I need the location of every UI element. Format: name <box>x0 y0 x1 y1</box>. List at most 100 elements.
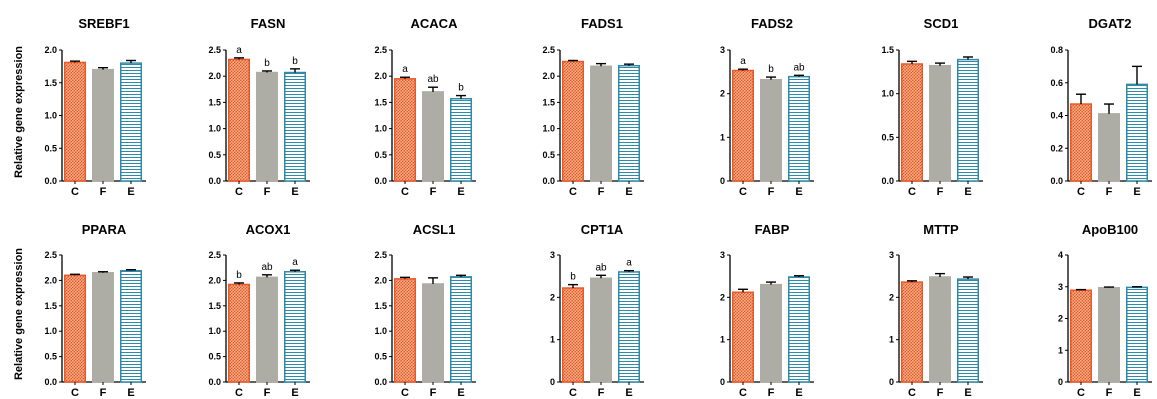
x-tick-label: F <box>768 387 775 399</box>
chart-panel: CPT1A 0 1 2 3 b Cab Fa E <box>550 222 644 399</box>
bar-C <box>562 287 584 383</box>
y-tick-label: 3 <box>720 45 725 55</box>
x-tick-label: F <box>1106 186 1113 198</box>
y-tick-label: 2.5 <box>44 250 57 260</box>
x-tick-label: F <box>598 387 605 399</box>
bar-E <box>120 62 142 182</box>
bar-E <box>957 58 979 182</box>
y-axis-label-row2: Relative gene expression <box>13 248 25 380</box>
y-tick-label: 0.0 <box>208 377 221 387</box>
y-tick-label: 2.0 <box>542 71 555 81</box>
y-tick-label: 2.5 <box>208 45 221 55</box>
y-tick-label: 1.5 <box>374 301 387 311</box>
y-tick-label: 2.0 <box>208 71 221 81</box>
bar-F <box>929 64 951 182</box>
bar-E <box>618 64 640 182</box>
bar-E <box>1126 286 1148 383</box>
bar-C <box>732 69 754 182</box>
y-tick-label: 1 <box>720 335 725 345</box>
chart-panel: PPARA 0.0 0.5 1.0 1.5 2.0 2.5 C F E <box>44 222 146 399</box>
chart-panel: FASN 0.0 0.5 1.0 1.5 2.0 2.5 a Cb Fb E <box>208 16 310 198</box>
chart-title: DGAT2 <box>1088 16 1131 31</box>
x-tick-label: F <box>768 186 775 198</box>
chart-panel: SREBF1 0.0 0.5 1.0 1.5 2.0 C F E <box>44 16 146 198</box>
x-tick-label: E <box>127 387 134 399</box>
x-tick-label: C <box>401 186 409 198</box>
bar-C <box>394 78 416 182</box>
chart-panel: SCD1 0.0 0.5 1.0 1.5 C F E <box>881 16 983 198</box>
y-tick-label: 0.0 <box>44 377 57 387</box>
y-tick-label: 0.5 <box>542 150 555 160</box>
x-tick-label: E <box>457 387 464 399</box>
x-tick-label: F <box>1106 387 1113 399</box>
significance-label: ab <box>427 74 439 85</box>
y-tick-label: 0.0 <box>374 377 387 387</box>
y-tick-label: 0.5 <box>881 132 894 142</box>
y-tick-label: 2 <box>550 292 555 302</box>
bar-C <box>901 281 923 383</box>
y-tick-label: 0.8 <box>1050 45 1063 55</box>
y-tick-label: 1.5 <box>208 301 221 311</box>
bar-C <box>228 283 250 383</box>
x-tick-label: C <box>1077 186 1085 198</box>
x-tick-label: F <box>430 186 437 198</box>
bar-E <box>450 97 472 182</box>
x-tick-label: E <box>964 186 971 198</box>
y-tick-label: 2.5 <box>208 250 221 260</box>
y-tick-label: 1.5 <box>208 97 221 107</box>
x-tick-label: F <box>264 387 271 399</box>
bar-F <box>256 71 278 182</box>
y-tick-label: 1 <box>889 335 894 345</box>
significance-label: ab <box>595 262 607 273</box>
chart-title: FASN <box>251 16 286 31</box>
chart-title: ACACA <box>411 16 459 31</box>
y-tick-label: 1 <box>550 335 555 345</box>
significance-label: b <box>292 56 298 67</box>
x-tick-label: C <box>71 186 79 198</box>
significance-label: ab <box>261 262 273 273</box>
x-tick-label: C <box>739 186 747 198</box>
chart-panel: FABP 0 1 2 3 C F E <box>720 222 814 399</box>
bar-C <box>228 58 250 182</box>
bar-C <box>562 60 584 182</box>
y-tick-label: 1.5 <box>374 97 387 107</box>
chart-title: SCD1 <box>924 16 959 31</box>
bar-F <box>92 272 114 383</box>
y-tick-label: 0.5 <box>44 352 57 362</box>
bar-F <box>760 78 782 182</box>
bar-C <box>901 63 923 182</box>
y-tick-label: 1.0 <box>44 326 57 336</box>
significance-label: b <box>458 83 464 94</box>
y-tick-label: 0.0 <box>374 176 387 186</box>
y-tick-label: 3 <box>889 250 894 260</box>
bar-F <box>590 277 612 383</box>
x-tick-label: F <box>937 186 944 198</box>
y-tick-label: 1 <box>720 132 725 142</box>
significance-label: a <box>626 258 632 269</box>
bar-E <box>284 271 306 383</box>
y-tick-label: 0.5 <box>208 352 221 362</box>
x-tick-label: E <box>1133 387 1140 399</box>
significance-label: a <box>292 257 298 268</box>
chart-panel: FADS2 0 1 2 3 a Cb Fab E <box>720 16 814 198</box>
x-tick-label: F <box>598 186 605 198</box>
y-tick-label: 0.0 <box>44 176 57 186</box>
y-tick-label: 0.6 <box>1050 78 1063 88</box>
x-tick-label: E <box>625 387 632 399</box>
bar-E <box>618 271 640 383</box>
bar-C <box>64 274 86 383</box>
significance-label: b <box>570 272 576 283</box>
y-tick-label: 1.0 <box>374 124 387 134</box>
x-tick-label: C <box>739 387 747 399</box>
y-tick-label: 0 <box>720 176 725 186</box>
y-axis-label-row1: Relative gene expression <box>13 46 25 178</box>
chart-panel: ApoB100 0 1 2 3 4 C F E <box>1058 222 1152 399</box>
bar-F <box>1098 113 1120 182</box>
significance-label: ab <box>793 62 805 73</box>
x-tick-label: E <box>625 186 632 198</box>
x-tick-label: C <box>401 387 409 399</box>
chart-panel: ACSL1 0.0 0.5 1.0 1.5 2.0 2.5 C F E <box>374 222 476 399</box>
y-tick-label: 2 <box>720 89 725 99</box>
x-tick-label: E <box>1133 186 1140 198</box>
